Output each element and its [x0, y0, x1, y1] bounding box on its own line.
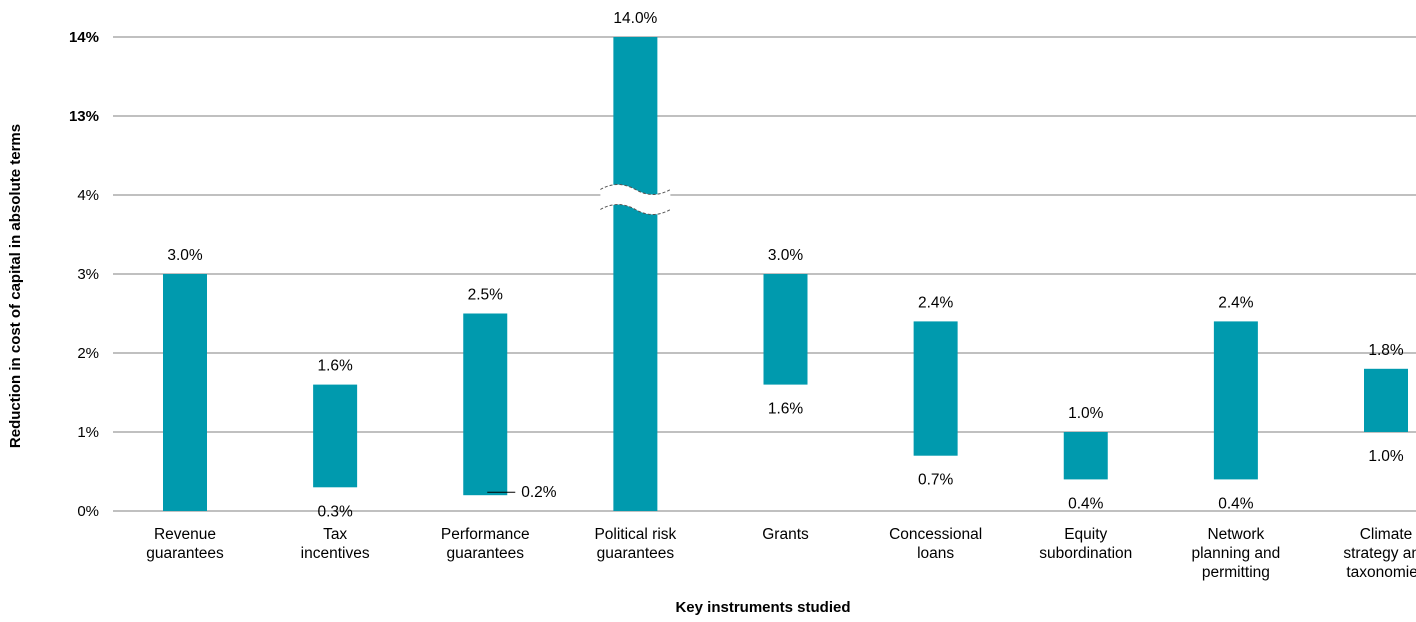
data-label-low: 0.4%	[1218, 495, 1254, 512]
data-label-low: 1.0%	[1368, 448, 1404, 465]
axis-break-line	[600, 184, 671, 195]
data-label-high: 2.4%	[1218, 294, 1254, 311]
category-label: Equity subordination	[1039, 526, 1132, 562]
category-label: Tax incentives	[301, 526, 370, 562]
bar	[1364, 368, 1408, 432]
data-label-low: 1.6%	[768, 401, 804, 418]
y-tick-label: 3%	[77, 266, 99, 283]
data-label-high: 1.0%	[1068, 405, 1104, 422]
y-tick-label: 2%	[77, 345, 99, 362]
category-label: Performance guarantees	[441, 526, 530, 562]
category-label: Political risk guarantees	[594, 526, 676, 562]
data-label-high: 1.6%	[317, 358, 353, 375]
data-label-low: 0.7%	[918, 472, 954, 489]
category-labels: Revenue guarantees Tax incentives Performanc…	[146, 526, 1416, 581]
y-tick-label: 0%	[77, 503, 99, 520]
bars	[163, 37, 1408, 511]
data-label-high: 3.0%	[167, 247, 203, 264]
data-label-low: 0.4%	[1068, 495, 1104, 512]
bar	[913, 321, 958, 456]
y-tick-label: 14%	[69, 29, 99, 46]
y-tick-label: 13%	[69, 108, 99, 125]
bar	[163, 274, 207, 511]
data-label-high: 1.8%	[1368, 342, 1404, 359]
data-label-high: 2.5%	[468, 287, 504, 304]
data-label-high: 2.4%	[918, 294, 954, 311]
y-tick-label: 1%	[77, 424, 99, 441]
bar	[1063, 432, 1108, 480]
data-label-high: 14.0%	[613, 10, 657, 27]
axis-break-line	[600, 204, 671, 215]
y-axis-title: Reduction in cost of capital in absolute…	[7, 124, 24, 448]
bar	[313, 384, 358, 488]
data-label-low: 0.2%	[521, 484, 557, 501]
bar	[613, 37, 658, 511]
y-tick-label: 4%	[77, 187, 99, 204]
category-label: Concessional loans	[889, 526, 982, 562]
y-tick-labels: 0% 1% 2% 3% 4% 13% 14%	[69, 29, 99, 520]
data-labels: 3.0% 1.6% 0.3% 2.5% 0.2% 14.0% 3.0% 1.6% 2.4% 0.7…	[167, 10, 1404, 520]
bar	[463, 313, 508, 496]
category-label: Network planning and permitting	[1191, 526, 1280, 581]
bar	[763, 274, 808, 385]
bar	[1213, 321, 1258, 480]
data-label-low: 0.3%	[317, 503, 353, 520]
category-label: Revenue guarantees	[146, 526, 224, 562]
x-axis-title: Key instruments studied	[675, 599, 850, 616]
category-label: Grants	[762, 526, 809, 543]
data-label-high: 3.0%	[768, 247, 804, 264]
axis-break-gap	[600, 184, 671, 215]
